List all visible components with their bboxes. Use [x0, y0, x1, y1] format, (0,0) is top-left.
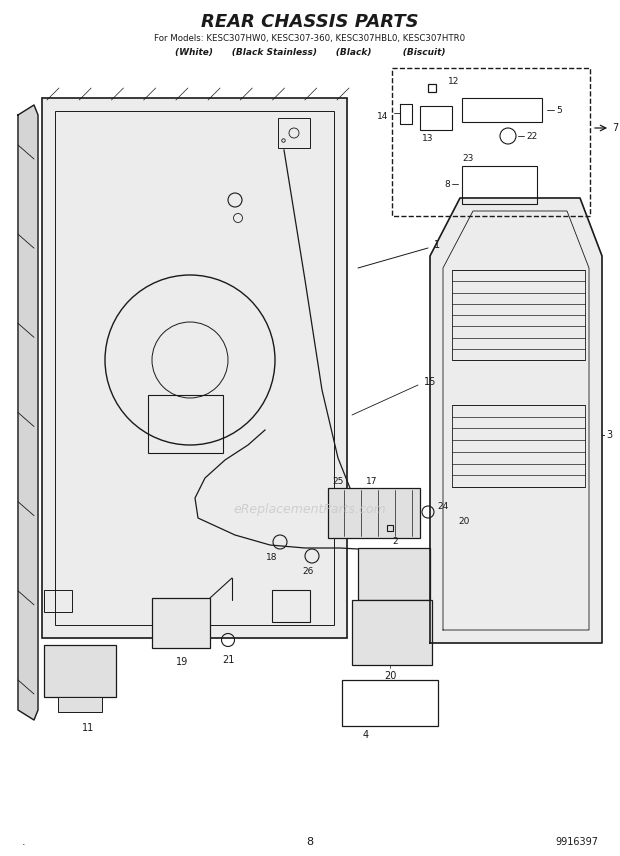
Bar: [328, 488, 420, 538]
Polygon shape: [42, 98, 347, 638]
Text: 17: 17: [366, 477, 378, 485]
Text: 11: 11: [82, 723, 94, 733]
Text: 25: 25: [332, 477, 343, 485]
Text: 3: 3: [606, 430, 612, 440]
Text: 8: 8: [306, 837, 314, 847]
Text: 14: 14: [376, 111, 388, 121]
Bar: [278, 118, 310, 148]
Text: 15: 15: [424, 377, 436, 387]
Text: REAR CHASSIS PARTS: REAR CHASSIS PARTS: [201, 13, 419, 31]
Text: 26: 26: [303, 568, 314, 576]
Polygon shape: [18, 105, 38, 720]
Text: 8: 8: [445, 180, 450, 188]
Text: 2: 2: [392, 538, 397, 546]
Bar: [420, 106, 452, 130]
Bar: [44, 645, 116, 697]
Bar: [352, 600, 432, 665]
Text: 12: 12: [448, 76, 459, 86]
Text: 19: 19: [176, 657, 188, 667]
Text: 21: 21: [222, 655, 234, 665]
Text: 1: 1: [434, 240, 440, 250]
Polygon shape: [430, 198, 602, 643]
Text: 20: 20: [384, 671, 396, 681]
Text: 18: 18: [266, 554, 278, 562]
Text: 24: 24: [437, 502, 448, 510]
Text: (White)      (Black Stainless)      (Black)          (Biscuit): (White) (Black Stainless) (Black) (Biscu…: [175, 47, 445, 56]
Bar: [462, 166, 537, 204]
Bar: [58, 697, 102, 712]
Text: 9916397: 9916397: [555, 837, 598, 847]
Bar: [42, 98, 347, 638]
Text: eReplacementParts.com: eReplacementParts.com: [234, 503, 386, 516]
Text: 22: 22: [526, 132, 538, 140]
Bar: [272, 590, 310, 622]
Bar: [342, 680, 438, 726]
Bar: [462, 98, 542, 122]
Text: For Models: KESC307HW0, KESC307-360, KESC307HBL0, KESC307HTR0: For Models: KESC307HW0, KESC307-360, KES…: [154, 33, 466, 43]
Bar: [452, 270, 585, 360]
Text: 20: 20: [458, 518, 469, 526]
Text: 7: 7: [612, 123, 618, 133]
Bar: [152, 598, 210, 648]
Text: .: .: [22, 837, 25, 847]
Bar: [55, 111, 334, 625]
Bar: [452, 405, 585, 487]
Bar: [44, 590, 72, 612]
Text: 5: 5: [556, 105, 562, 115]
Text: 23: 23: [462, 153, 474, 163]
Bar: [358, 548, 430, 600]
Bar: [148, 395, 223, 453]
Text: 4: 4: [363, 730, 369, 740]
Text: 13: 13: [422, 134, 433, 142]
